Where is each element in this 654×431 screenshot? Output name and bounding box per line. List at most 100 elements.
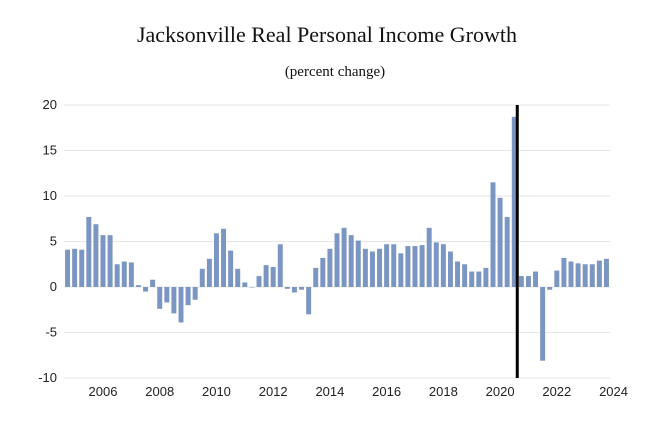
bar [249, 287, 255, 288]
bar [128, 262, 134, 287]
bar [242, 282, 248, 287]
bar [93, 224, 99, 287]
bar [135, 285, 141, 287]
bar [284, 287, 290, 289]
bar [72, 248, 78, 287]
bar [455, 261, 461, 287]
x-tick-label: 2010 [202, 384, 231, 399]
bar [469, 271, 475, 287]
x-axis-ticks: 2006 2008 2010 2012 2014 2016 2018 2020 2022 2024 [89, 384, 628, 399]
bar [263, 265, 269, 287]
bar [412, 246, 418, 287]
bar [391, 244, 397, 287]
bar [518, 276, 524, 287]
bar [384, 244, 390, 287]
bar [334, 233, 340, 287]
bar [405, 246, 411, 287]
bar [143, 287, 149, 292]
bar [270, 266, 276, 287]
bar [596, 260, 602, 287]
bar [291, 287, 297, 293]
x-tick-label: 2016 [372, 384, 401, 399]
bar [221, 228, 227, 287]
y-tick-label: -10 [38, 370, 57, 385]
bar [65, 249, 71, 287]
x-tick-label: 2020 [486, 384, 515, 399]
bar [426, 227, 432, 287]
bar [150, 279, 156, 287]
bar [525, 276, 531, 287]
bar [419, 245, 425, 287]
y-tick-label: 0 [50, 279, 57, 294]
bar [490, 182, 496, 287]
bar [377, 248, 383, 287]
bar [582, 264, 588, 287]
bar [228, 250, 234, 287]
bar [589, 264, 595, 287]
bar [206, 258, 212, 287]
bar [603, 258, 609, 287]
bar [554, 270, 560, 287]
bar [121, 261, 127, 287]
bar [476, 271, 482, 287]
x-tick-label: 2022 [542, 384, 571, 399]
bar [348, 235, 354, 287]
bar [178, 287, 184, 323]
x-tick-label: 2018 [429, 384, 458, 399]
y-axis-ticks: 20 15 10 5 0 -5 -10 [38, 97, 57, 385]
bar [299, 287, 305, 290]
x-tick-label: 2006 [89, 384, 118, 399]
bar [320, 257, 326, 287]
bar [369, 251, 375, 287]
bar [114, 264, 120, 287]
bar [533, 271, 539, 287]
bar [213, 233, 219, 287]
x-tick-label: 2012 [259, 384, 288, 399]
bar [235, 268, 241, 287]
bar [199, 268, 205, 287]
bar [79, 249, 85, 287]
y-tick-label: 10 [43, 188, 57, 203]
bar [157, 287, 163, 309]
bar [433, 242, 439, 287]
bar [256, 276, 262, 287]
chart-title: Jacksonville Real Personal Income Growth [136, 22, 517, 47]
x-tick-label: 2024 [599, 384, 628, 399]
bar [511, 116, 517, 287]
bar [327, 248, 333, 287]
bar [362, 248, 368, 287]
bar-series [65, 116, 609, 361]
bar [313, 267, 319, 287]
bar [497, 197, 503, 287]
bar [575, 263, 581, 287]
chart-subtitle: (percent change) [284, 64, 386, 80]
bar [440, 244, 446, 287]
bar [540, 287, 546, 361]
y-tick-label: 15 [43, 143, 57, 158]
bar [355, 240, 361, 287]
y-tick-label: -5 [45, 325, 57, 340]
bar [192, 287, 198, 300]
x-tick-label: 2014 [315, 384, 344, 399]
bar [171, 287, 177, 314]
bar [86, 216, 92, 287]
bar [100, 235, 106, 287]
bar [547, 287, 553, 290]
bar [341, 227, 347, 287]
bar [185, 287, 191, 306]
bar [568, 261, 574, 287]
bar [164, 287, 170, 303]
bar [306, 287, 312, 315]
bar [504, 216, 510, 287]
bar [462, 264, 468, 287]
bar [107, 235, 113, 287]
y-tick-label: 5 [50, 234, 57, 249]
y-tick-label: 20 [43, 97, 57, 112]
x-tick-label: 2008 [145, 384, 174, 399]
bar [483, 267, 489, 287]
bar [447, 251, 453, 287]
bar [277, 244, 283, 287]
bar [398, 253, 404, 287]
bar [561, 257, 567, 287]
